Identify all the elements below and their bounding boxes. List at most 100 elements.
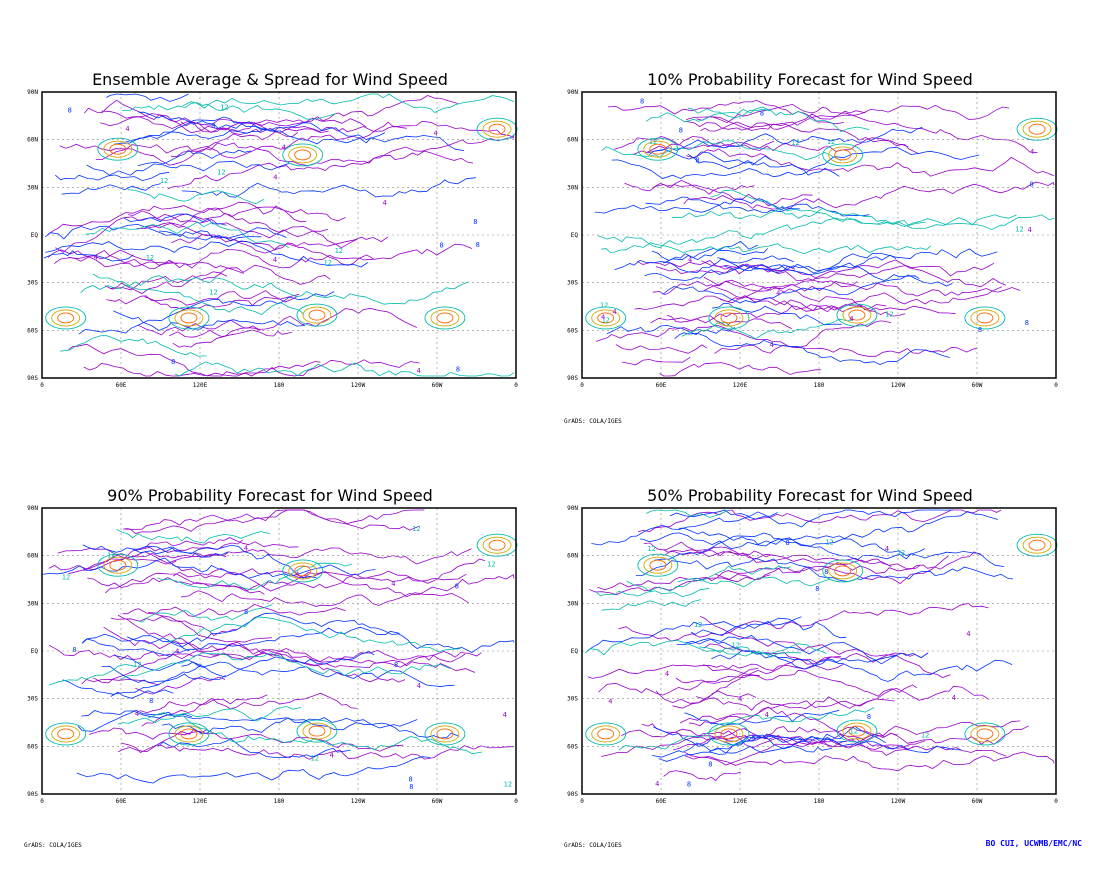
contour-line [157, 562, 352, 591]
contour-value-label: 12 [885, 310, 893, 318]
contour-line [101, 110, 407, 133]
contour-line [48, 663, 136, 686]
jet-contour [288, 562, 318, 580]
contour-line [655, 690, 757, 704]
jet-contour [591, 725, 621, 743]
contour-line [684, 709, 840, 726]
contour-line [703, 279, 956, 315]
contour-line [141, 692, 358, 727]
contour-value-label: 12 [504, 781, 512, 789]
jet-contour [168, 722, 210, 746]
contour-line [80, 284, 305, 315]
jet-contour [970, 725, 1000, 743]
contour-line [615, 344, 708, 354]
contour-line [700, 616, 951, 678]
contour-line [139, 694, 268, 714]
contour-line [144, 537, 299, 549]
contour-line [113, 310, 306, 331]
latitude-label: 90S [567, 375, 578, 382]
contour-line [618, 602, 989, 642]
contour-value-label: 4 [175, 647, 179, 655]
contour-line [105, 572, 265, 595]
contour-line [685, 110, 866, 131]
contour-value-label: 4 [244, 544, 248, 552]
jet-contour [282, 559, 324, 583]
contour-line [181, 651, 375, 678]
contour-line [82, 544, 317, 579]
jet-contour [1022, 536, 1052, 554]
latitude-label: 30S [567, 280, 578, 287]
contour-line [144, 218, 358, 249]
contour-value-label: 12 [850, 728, 858, 736]
contour-line [136, 222, 473, 266]
contour-line [92, 273, 469, 305]
contour-line [652, 259, 1007, 299]
contour-line [643, 541, 772, 558]
contour-line [611, 146, 980, 180]
contour-value-label: 8 [476, 241, 480, 249]
contour-value-label: 4 [135, 710, 139, 718]
contour-value-label: 8 [751, 734, 755, 742]
contour-line [68, 343, 420, 377]
jet-contour [180, 728, 198, 740]
contour-value-label: 8 [171, 358, 175, 366]
contour-line [171, 564, 467, 592]
panel-ensemble-average: Ensemble Average & Spread for Wind Speed… [0, 70, 540, 470]
contour-line [662, 255, 794, 274]
jet-contour [482, 536, 512, 554]
jet-contour [476, 533, 518, 557]
latitude-label: 60S [27, 327, 38, 334]
contour-line [170, 120, 515, 159]
contour-line [128, 206, 346, 223]
latitude-label: EQ [571, 232, 579, 239]
jet-contour [842, 722, 872, 740]
contour-value-label: 4 [330, 752, 334, 760]
contour-value-label: 4 [952, 694, 956, 702]
contour-line [644, 254, 897, 281]
contour-value-label: 8 [978, 326, 982, 334]
jet-contour [103, 140, 133, 158]
jet-contour [51, 309, 81, 327]
jet-contour [168, 306, 210, 330]
longitude-label: 180 [814, 798, 825, 805]
contour-line [645, 196, 801, 213]
jet-contour [1016, 533, 1058, 557]
contour-line [664, 549, 892, 567]
contour-value-label: 8 [1025, 319, 1029, 327]
contour-line [167, 616, 461, 653]
contour-line [666, 304, 887, 324]
contour-line [137, 604, 273, 623]
jet-contour [97, 553, 139, 577]
wind-speed-map: 4812481248124812481248124812490N60N30NEQ… [567, 505, 1058, 805]
contour-value-label: 8 [687, 781, 691, 789]
contour-value-label: 12 [209, 289, 217, 297]
contour-line [137, 149, 251, 167]
jet-contour [643, 140, 673, 158]
contour-lines: 4 8 12 4 8 12 4 8 12 4 8 12 4 8 12 4 8 12 4 8 12 4 [43, 93, 518, 377]
contour-line [43, 557, 376, 579]
jet-contour [714, 725, 744, 743]
contour-value-label: 8 [408, 775, 412, 783]
jet-contour [109, 143, 127, 155]
contour-value-label: 8 [785, 539, 789, 547]
contour-line [162, 717, 418, 735]
contour-line [684, 634, 898, 665]
contour-line [77, 709, 460, 739]
jet-contour [714, 309, 744, 327]
jet-contour [591, 309, 621, 327]
longitude-label: 180 [814, 382, 825, 389]
latitude-label: 30S [27, 696, 38, 703]
jet-contour [57, 728, 75, 740]
jet-contour [708, 722, 750, 746]
contour-value-label: 12 [146, 254, 154, 262]
jet-contour [430, 309, 460, 327]
jet-contour [834, 149, 852, 161]
contour-line [652, 725, 887, 758]
contour-value-label: 8 [456, 366, 460, 374]
contour-line [703, 276, 1021, 297]
contour-line [117, 614, 466, 663]
contour-line [696, 103, 1038, 154]
longitude-label: 120E [733, 382, 748, 389]
jet-contour [482, 120, 512, 138]
